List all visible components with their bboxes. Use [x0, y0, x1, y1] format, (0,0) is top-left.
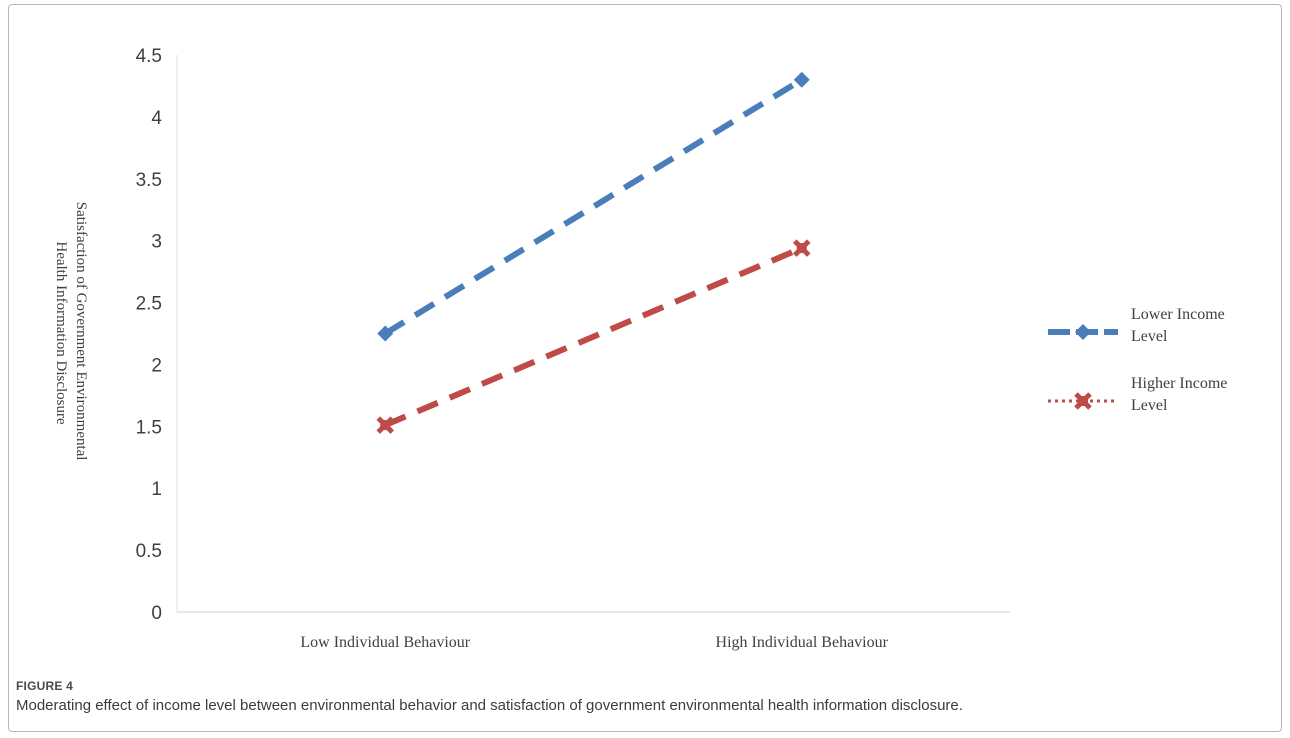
y-axis-label: Satisfaction of Government Environmental…	[53, 202, 89, 464]
y-tick-label: 4.5	[136, 46, 162, 67]
series-2-point	[376, 416, 395, 434]
y-tick-label: 2	[151, 355, 162, 376]
series-line-2	[384, 245, 803, 428]
x-tick-label: High Individual Behaviour	[716, 634, 889, 651]
x-tick-label: Low Individual Behaviour	[300, 634, 470, 651]
series-1-point	[377, 325, 394, 342]
series-1-point	[793, 71, 810, 88]
series-line-1	[383, 77, 804, 337]
y-tick-label: 0.5	[136, 541, 162, 562]
series-2-point-center	[380, 420, 391, 431]
y-tick-label: 3	[151, 232, 162, 253]
legend-item-2: Higher Income Level	[1048, 375, 1227, 414]
legend-label: Higher Income	[1131, 375, 1227, 392]
legend-label: Level	[1131, 397, 1168, 414]
y-tick-label: 2.5	[136, 294, 162, 315]
series-group	[376, 71, 811, 434]
legend-swatch-marker	[1075, 324, 1091, 340]
legend-swatch-marker	[1074, 392, 1092, 410]
y-tick-label: 1	[151, 479, 162, 500]
y-tick-label: 4	[151, 108, 162, 129]
legend-item-1: Lower Income Level	[1048, 306, 1225, 345]
figure-caption: Moderating effect of income level betwee…	[16, 697, 963, 714]
y-axis-label-line-1: Satisfaction of Government Environmental	[73, 202, 89, 461]
legend-label: Level	[1131, 328, 1168, 345]
y-axis-label-line-2: Health Information Disclosure	[53, 241, 69, 425]
legend-swatch-marker-center	[1078, 396, 1088, 406]
legend: Lower Income Level Higher Income Level	[1048, 306, 1227, 414]
line-chart: 0 0.5 1 1.5 2 2.5 3 3.5 4 4.5 Low Individual Beha…	[53, 46, 1227, 651]
x-tick-labels: Low Individual Behaviour High Individual …	[300, 634, 888, 651]
series-2-point-center	[796, 243, 807, 254]
figure-frame	[8, 4, 1282, 732]
y-tick-label: 1.5	[136, 417, 162, 438]
y-tick-labels: 0 0.5 1 1.5 2 2.5 3 3.5 4 4.5	[136, 46, 163, 624]
y-tick-label: 0	[151, 603, 162, 624]
figure-label: FIGURE 4	[16, 679, 73, 693]
y-tick-label: 3.5	[136, 170, 162, 191]
legend-label: Lower Income	[1131, 306, 1225, 323]
series-2-point	[792, 239, 811, 257]
